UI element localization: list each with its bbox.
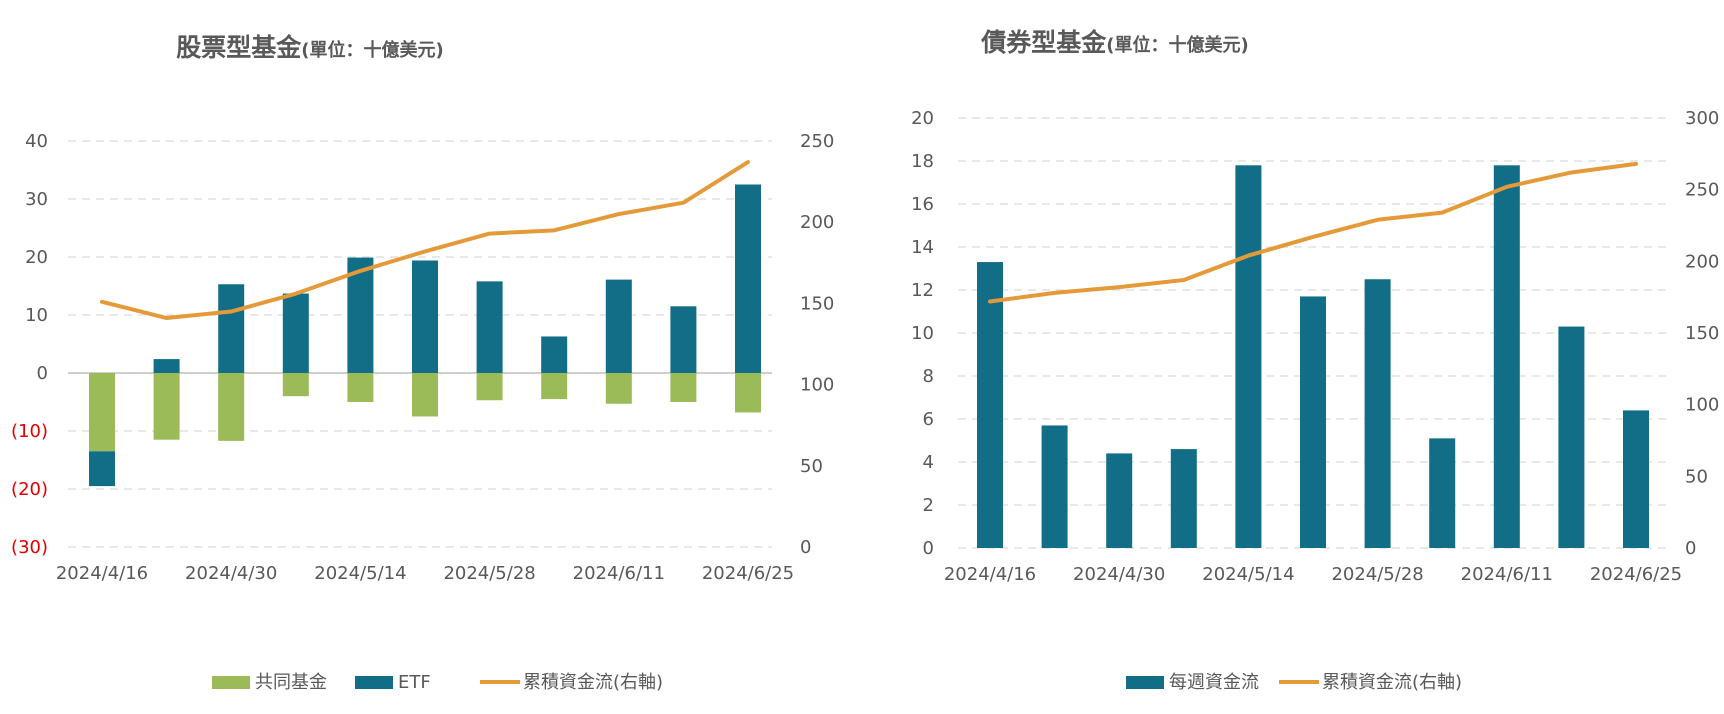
bar-etf [412, 260, 438, 373]
x-tick-label: 2024/6/25 [1590, 564, 1682, 585]
legend-label: 每週資金流 [1169, 672, 1259, 693]
x-tick-label: 2024/5/14 [314, 563, 406, 584]
x-tick-label: 2024/5/28 [443, 563, 535, 584]
bar-etf [605, 279, 632, 373]
equity-title-main: 股票型基金 [176, 33, 302, 62]
bar-mutual [735, 373, 761, 413]
y-tick-label: 10 [25, 305, 48, 326]
bar-weekly [1364, 279, 1391, 548]
bond-legend: 每週資金流 累積資金流(右軸) [1126, 672, 1462, 693]
bar-mutual [476, 373, 503, 401]
y-tick-label: 14 [911, 237, 934, 258]
bar-mutual [541, 373, 568, 400]
y2-tick-label: 250 [800, 131, 834, 152]
bar-etf [670, 306, 697, 373]
equity-legend: 共同基金 ETF 累積資金流(右軸) [212, 672, 663, 693]
y-tick-label: 10 [911, 323, 934, 344]
y-tick-label: 0 [37, 363, 48, 384]
bar-weekly [1493, 165, 1520, 549]
bar-etf [347, 257, 374, 373]
bar-mutual [153, 373, 180, 440]
legend-label: ETF [398, 672, 431, 693]
y-tick-label: (10) [11, 421, 48, 442]
y2-tick-label: 50 [800, 456, 823, 477]
equity-title-unit: (單位：十億美元) [301, 39, 443, 61]
x-tick-label: 2024/5/28 [1331, 564, 1423, 585]
bar-etf [541, 336, 568, 373]
x-tick-label: 2024/4/30 [185, 563, 277, 584]
bar-weekly [1235, 165, 1262, 549]
x-tick-label: 2024/6/25 [702, 563, 794, 584]
bar-weekly [1429, 438, 1456, 548]
bar-etf [89, 451, 115, 487]
legend-swatch [1126, 676, 1164, 689]
bond-fund-chart: 債券型基金(單位：十億美元) 20 18 16 14 12 10 8 6 4 2 0 300 250 2… [862, 0, 1724, 714]
bond-title-unit: (單位：十億美元) [1106, 34, 1248, 56]
y-tick-label: 20 [911, 108, 934, 129]
y2-tick-label: 150 [800, 293, 834, 314]
bar-etf [282, 293, 309, 373]
x-tick-label: 2024/5/14 [1202, 564, 1294, 585]
bar-weekly [1300, 296, 1326, 548]
y-tick-label: 0 [923, 538, 934, 559]
y2-tick-label: 200 [800, 212, 834, 233]
y-tick-label: (30) [11, 537, 48, 558]
y2-tick-label: 200 [1685, 251, 1719, 272]
bar-weekly [1170, 449, 1197, 548]
legend-swatch [212, 676, 250, 689]
bar-mutual [347, 373, 374, 402]
y-tick-label: (20) [11, 479, 48, 500]
x-tick-label: 2024/6/11 [1461, 564, 1553, 585]
equity-fund-chart: 股票型基金(單位：十億美元) 40 30 20 10 0 (10) (20) (30) 250… [11, 33, 834, 693]
bar-weekly [1106, 453, 1133, 548]
bar-mutual [89, 373, 115, 452]
y-tick-label: 4 [923, 452, 934, 473]
legend-label: 累積資金流(右軸) [1322, 672, 1462, 693]
x-tick-label: 2024/4/16 [56, 563, 148, 584]
y2-tick-label: 150 [1685, 323, 1719, 344]
y-tick-label: 16 [911, 194, 934, 215]
bar-weekly [1623, 410, 1649, 548]
bar-mutual [282, 373, 309, 397]
y2-tick-label: 250 [1685, 180, 1719, 201]
y2-tick-label: 300 [1685, 108, 1719, 129]
y-tick-label: 30 [25, 189, 48, 210]
x-tick-label: 2024/6/11 [573, 563, 665, 584]
bond-title-main: 債券型基金 [980, 28, 1107, 57]
bar-mutual [218, 373, 245, 441]
y2-tick-label: 100 [800, 375, 834, 396]
y-tick-label: 40 [25, 131, 48, 152]
y-tick-label: 20 [25, 247, 48, 268]
x-tick-label: 2024/4/16 [944, 564, 1036, 585]
y2-tick-label: 0 [800, 537, 811, 558]
bar-weekly [1041, 425, 1068, 548]
y2-tick-label: 0 [1685, 538, 1696, 559]
bar-mutual [412, 373, 438, 417]
legend-swatch [355, 676, 393, 689]
y-tick-label: 18 [911, 151, 934, 172]
y-tick-label: 8 [923, 366, 934, 387]
x-tick-label: 2024/4/30 [1073, 564, 1165, 585]
y-tick-label: 12 [911, 280, 934, 301]
y-tick-label: 2 [923, 495, 934, 516]
bar-mutual [605, 373, 632, 404]
bar-weekly [1558, 326, 1585, 548]
equity-chart-title: 股票型基金(單位：十億美元) [176, 33, 443, 62]
bar-etf [735, 184, 761, 373]
bond-chart-title: 債券型基金(單位：十億美元) [980, 28, 1248, 57]
bar-etf [218, 284, 245, 373]
bar-weekly [977, 262, 1003, 548]
y2-tick-label: 100 [1685, 395, 1719, 416]
bar-mutual [670, 373, 697, 402]
y2-tick-label: 50 [1685, 466, 1708, 487]
legend-label: 累積資金流(右軸) [523, 672, 663, 693]
y-tick-label: 6 [923, 409, 934, 430]
legend-label: 共同基金 [255, 672, 327, 693]
cumulative-flow-line [988, 161, 1638, 304]
bar-etf [153, 359, 180, 373]
bar-etf [476, 281, 503, 373]
